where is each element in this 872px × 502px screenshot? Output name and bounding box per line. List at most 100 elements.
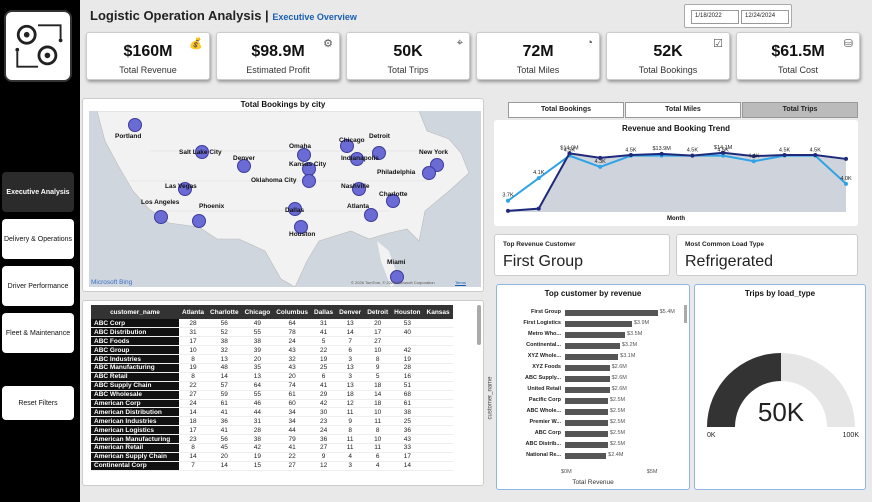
trend-point[interactable] — [690, 153, 695, 158]
nav-executive-analysis[interactable]: Executive Analysis — [2, 172, 74, 212]
city-marker[interactable] — [390, 270, 404, 284]
city-marker[interactable] — [386, 194, 400, 208]
gauge-chart[interactable]: 50K 0K 100K — [695, 285, 867, 491]
trend-point[interactable] — [721, 153, 726, 158]
column-header[interactable]: Atlanta — [179, 305, 208, 319]
column-header[interactable]: Columbus — [273, 305, 311, 319]
city-marker[interactable] — [422, 166, 436, 180]
column-header[interactable]: Kansas — [423, 305, 453, 319]
nav-driver-performance[interactable]: Driver Performance — [2, 266, 74, 306]
trend-point[interactable] — [536, 206, 541, 211]
city-marker[interactable] — [340, 139, 354, 153]
toggle-total-trips[interactable]: Total Trips — [742, 102, 858, 118]
table-row[interactable]: American Logistics 17 41 28 44 24 8 8 36 — [91, 425, 453, 436]
trend-booking-label: 4.3K — [595, 159, 607, 165]
bar[interactable] — [565, 354, 619, 360]
bar[interactable] — [565, 442, 608, 448]
trend-point[interactable] — [782, 153, 787, 158]
bar[interactable] — [565, 409, 608, 415]
table-row[interactable]: ABC Wholesale 27 59 55 61 29 18 14 68 — [91, 390, 453, 400]
table-row[interactable]: ABC Industries 8 13 20 32 19 3 8 19 — [91, 354, 453, 364]
bar-scrollbar[interactable] — [684, 305, 687, 323]
trend-point[interactable] — [751, 154, 756, 159]
bar[interactable] — [565, 387, 610, 393]
reset-filters-button[interactable]: Reset Filters — [2, 386, 74, 420]
city-marker[interactable] — [178, 182, 192, 196]
table-row[interactable]: American Industries 18 36 31 34 23 9 11 25 — [91, 416, 453, 427]
city-marker[interactable] — [352, 182, 366, 196]
trend-point[interactable] — [598, 164, 603, 169]
city-marker[interactable] — [154, 210, 168, 224]
city-marker[interactable] — [364, 208, 378, 222]
bar[interactable] — [565, 431, 608, 437]
city-marker[interactable] — [128, 118, 142, 132]
column-header[interactable]: Chicago — [241, 305, 274, 319]
map-terms-link[interactable]: Terms — [455, 280, 466, 285]
end-date-input[interactable]: 12/24/2024 — [741, 10, 789, 24]
table-row[interactable]: ABC Manufacturing 19 48 35 43 25 13 9 28 — [91, 363, 453, 373]
gauge-value: 50K — [758, 397, 805, 427]
nav-delivery-operations[interactable]: Delivery & Operations — [2, 219, 74, 259]
table-row[interactable]: Continental Corp 7 14 15 27 12 3 4 14 — [91, 461, 453, 471]
city-marker[interactable] — [237, 159, 251, 173]
trend-point[interactable] — [567, 151, 572, 156]
trend-point[interactable] — [598, 155, 603, 160]
city-marker[interactable] — [297, 148, 311, 162]
nav-fleet-maintenance[interactable]: Fleet & Maintenance — [2, 313, 74, 353]
bar[interactable] — [565, 321, 632, 327]
start-date-input[interactable]: 1/18/2022 — [691, 10, 739, 24]
city-marker[interactable] — [350, 152, 364, 166]
trend-point[interactable] — [721, 150, 726, 155]
bar[interactable] — [565, 376, 610, 382]
trend-point[interactable] — [751, 159, 756, 164]
table-row[interactable]: ABC Foods 17 38 38 24 5 7 27 — [91, 336, 453, 347]
bar[interactable] — [565, 398, 608, 404]
column-header[interactable]: Detroit — [364, 305, 392, 319]
trend-point[interactable] — [813, 153, 818, 158]
table-cell: 20 — [241, 354, 274, 364]
city-marker[interactable] — [372, 146, 386, 160]
trend-point[interactable] — [628, 153, 633, 158]
table-row[interactable]: ABC Supply Chain 22 57 64 74 41 13 18 51 — [91, 381, 453, 391]
column-header[interactable]: Houston — [391, 305, 424, 319]
table-row[interactable]: American Supply Chain 14 20 19 22 9 4 6 17 — [91, 452, 453, 462]
trend-point[interactable] — [506, 208, 510, 213]
subtitle-link[interactable]: Executive Overview — [272, 12, 357, 22]
column-header[interactable]: Dallas — [311, 305, 337, 319]
bar[interactable] — [565, 310, 658, 316]
bar[interactable] — [565, 365, 610, 371]
bar[interactable] — [565, 453, 607, 459]
table-row[interactable]: ABC Group 10 32 39 43 22 6 10 42 — [91, 345, 453, 356]
trend-point[interactable] — [506, 198, 510, 203]
table-row[interactable]: American Manufacturing 23 56 38 79 36 11 10 43 — [91, 434, 453, 444]
bookings-map[interactable]: Portland Salt Lake City Denver Omaha Chicago… — [89, 111, 481, 287]
trend-revenue-label: $14.0M — [560, 145, 579, 151]
column-header[interactable]: Denver — [336, 305, 365, 319]
table-row[interactable]: American Distribution 14 41 44 34 30 11 10 38 — [91, 407, 453, 418]
city-marker[interactable] — [302, 174, 316, 188]
trend-point[interactable] — [844, 156, 848, 161]
bar[interactable] — [565, 343, 620, 349]
bar[interactable] — [565, 332, 625, 338]
trend-point[interactable] — [536, 176, 541, 181]
trend-point[interactable] — [659, 151, 664, 156]
trend-point[interactable] — [844, 181, 848, 186]
column-header[interactable]: customer_name — [91, 305, 179, 319]
table-row[interactable]: ABC Corp 28 56 49 64 31 13 20 53 — [91, 319, 453, 329]
toggle-total-miles[interactable]: Total Miles — [625, 102, 741, 118]
column-header[interactable]: Charlotte — [207, 305, 242, 319]
city-marker[interactable] — [288, 202, 302, 216]
table-cell: 56 — [207, 319, 242, 329]
table-row[interactable]: ABC Distribution 31 52 55 78 41 14 17 40 — [91, 327, 453, 338]
table-row[interactable]: American Retail 8 45 42 41 27 11 11 33 — [91, 443, 453, 453]
bar-category-label: United Retail — [527, 386, 561, 392]
city-marker[interactable] — [195, 145, 209, 159]
city-marker[interactable] — [294, 220, 308, 234]
matrix-scrollbar[interactable] — [477, 305, 481, 345]
toggle-total-bookings[interactable]: Total Bookings — [508, 102, 624, 118]
city-marker[interactable] — [192, 214, 206, 228]
bar[interactable] — [565, 420, 608, 426]
trend-chart[interactable]: 3.7K 4.1K 4.5K 4.3K 4.5K 4.5K 4.5K 4.4K 4.5K 4.5K… — [494, 120, 858, 226]
table-row[interactable]: ABC Retail 8 14 13 20 6 3 5 16 — [91, 372, 453, 382]
table-row[interactable]: American Corp 24 61 46 60 42 12 18 61 — [91, 399, 453, 409]
